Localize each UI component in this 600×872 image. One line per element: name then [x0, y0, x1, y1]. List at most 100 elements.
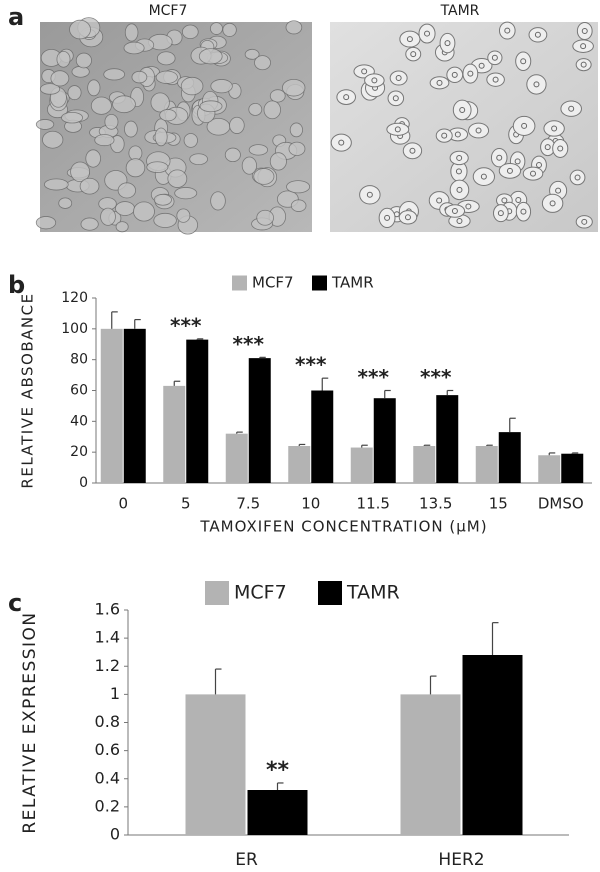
bar — [413, 446, 436, 483]
nucleus — [451, 71, 458, 78]
x-tick-label: 15 — [489, 495, 508, 513]
nucleus — [520, 208, 527, 215]
nucleus — [467, 70, 474, 77]
nucleus — [496, 154, 503, 161]
cell — [526, 74, 547, 95]
cell — [167, 169, 188, 188]
bar — [248, 358, 271, 483]
cell — [444, 204, 466, 218]
cells — [330, 21, 594, 229]
legend-swatch — [312, 275, 327, 291]
legend-swatch — [318, 581, 342, 605]
cell — [159, 109, 177, 122]
cell — [85, 149, 101, 168]
cell — [467, 122, 490, 139]
bar — [247, 790, 308, 835]
cell — [70, 161, 91, 183]
bar — [436, 395, 459, 483]
cell — [522, 166, 544, 181]
cell — [71, 65, 90, 78]
cell — [490, 148, 508, 168]
cell — [449, 179, 470, 201]
nucleus — [392, 95, 399, 102]
cell — [254, 55, 271, 71]
cell — [87, 79, 101, 97]
x-tick-label: HER2 — [438, 850, 484, 870]
nucleus — [568, 105, 575, 112]
nucleus — [444, 40, 451, 47]
nucleus — [506, 167, 513, 174]
cell — [418, 23, 436, 44]
cell — [282, 78, 306, 97]
nucleus — [574, 174, 581, 181]
nucleus — [520, 58, 527, 65]
cell — [56, 50, 71, 68]
cell — [515, 51, 532, 72]
nucleus — [436, 197, 443, 204]
cell — [498, 21, 516, 40]
cell — [124, 120, 138, 138]
cell — [486, 72, 505, 87]
cell — [286, 180, 311, 194]
cell — [153, 212, 177, 228]
nucleus — [394, 126, 401, 133]
cell — [389, 70, 408, 86]
cell — [94, 134, 115, 147]
cell — [378, 207, 396, 229]
nucleus — [456, 186, 463, 193]
nucleus — [549, 200, 556, 207]
nucleus — [456, 217, 463, 224]
x-tick-label: 13.5 — [419, 495, 452, 513]
bar — [163, 385, 186, 483]
nucleus — [544, 144, 551, 151]
legend-swatch — [232, 275, 247, 291]
nucleus — [515, 197, 522, 204]
bar — [498, 432, 521, 483]
cell — [256, 209, 274, 226]
bar — [288, 446, 311, 483]
cell — [330, 133, 352, 152]
cell — [269, 152, 287, 171]
cell — [402, 142, 423, 160]
cell — [449, 150, 469, 166]
cell — [244, 48, 260, 60]
y-tick-label: 60 — [70, 383, 88, 399]
nucleus — [456, 154, 463, 161]
cell — [176, 208, 191, 223]
y-tick-label: 0.6 — [95, 740, 120, 759]
panel-label: b — [8, 271, 25, 299]
cell — [224, 147, 241, 163]
annotation: *** — [295, 353, 327, 377]
cell — [289, 122, 303, 138]
nucleus — [455, 168, 462, 175]
cell — [493, 204, 509, 223]
nucleus — [480, 173, 487, 180]
annotation: *** — [420, 365, 452, 389]
y-tick-label: 1.2 — [95, 656, 120, 675]
cell — [253, 168, 275, 185]
cell — [576, 21, 593, 41]
nucleus — [366, 191, 373, 198]
cell — [90, 96, 112, 115]
cell — [146, 161, 169, 173]
cell — [446, 66, 464, 84]
bar — [475, 446, 498, 483]
x-tick-label: 11.5 — [357, 495, 390, 513]
nucleus — [501, 197, 508, 204]
x-tick-label: DMSO — [538, 495, 584, 513]
cell — [241, 156, 257, 175]
cell — [128, 145, 143, 161]
cell — [572, 39, 594, 53]
nucleus — [534, 31, 541, 38]
cell — [69, 19, 91, 40]
bar — [186, 339, 209, 483]
bar — [100, 328, 123, 483]
cell — [439, 32, 456, 54]
nucleus — [530, 170, 537, 177]
nucleus — [436, 79, 443, 86]
cell — [103, 68, 126, 81]
nucleus — [533, 81, 540, 88]
cell — [79, 177, 100, 195]
x-axis-label: TAMOXIFEN CONCENTRATION (µM) — [199, 518, 487, 536]
